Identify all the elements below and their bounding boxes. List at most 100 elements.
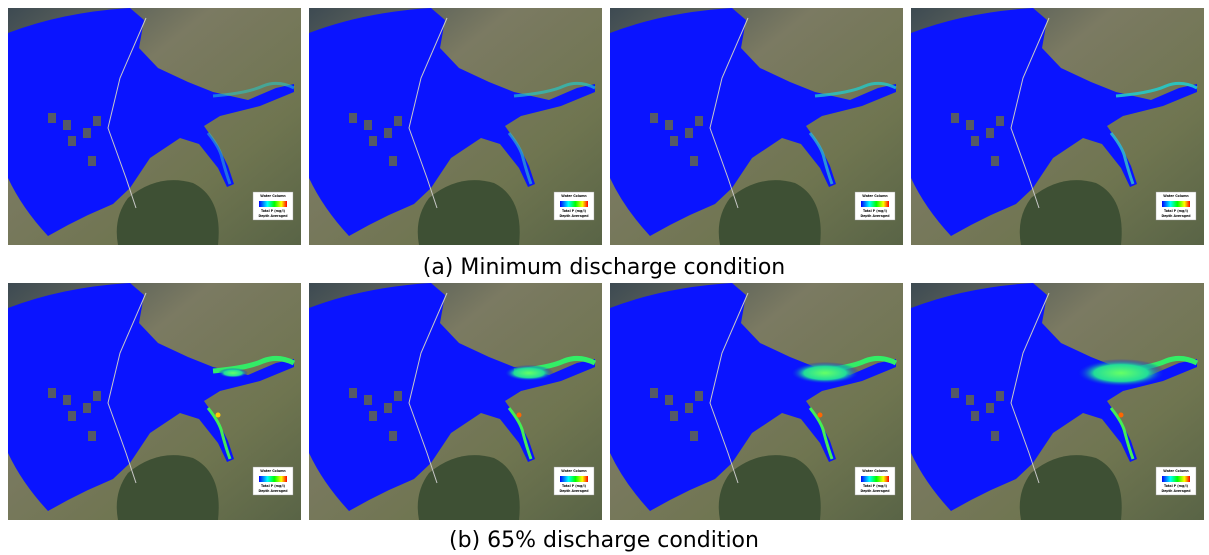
tidal-flat [369, 136, 377, 146]
legend-scale [1162, 476, 1190, 482]
tidal-flat [685, 128, 693, 138]
legend-subtitle: Total P (mg/l) [863, 209, 888, 213]
tidal-flat [966, 395, 974, 405]
legend-title: Water Column [561, 194, 587, 198]
figure: (a) Minimum discharge condition (b) 65% … [0, 0, 1209, 555]
map-panel: Water Column Total P (mg/l)Depth Averaged [8, 283, 301, 520]
tidal-flat [88, 156, 96, 166]
tidal-flat [394, 116, 402, 126]
legend-note: Depth Averaged [258, 489, 288, 493]
tidal-flat [971, 136, 979, 146]
tidal-flat [369, 411, 377, 421]
legend-note: Depth Averaged [559, 489, 589, 493]
tidal-flat [991, 156, 999, 166]
map-panel: Water Column Total P (mg/l)Depth Averaged [309, 283, 602, 520]
legend-title: Water Column [260, 194, 286, 198]
tidal-flat [966, 120, 974, 130]
tidal-flat [364, 120, 372, 130]
tidal-flat [93, 116, 101, 126]
tidal-flat [695, 391, 703, 401]
tidal-flat [88, 431, 96, 441]
legend-subtitle: Total P (mg/l) [562, 209, 587, 213]
legend-subtitle: Total P (mg/l) [261, 209, 286, 213]
legend: Water Column Total P (mg/l)Depth Averaged [855, 467, 895, 495]
plume-spread [790, 362, 860, 384]
tidal-flat [670, 411, 678, 421]
tidal-flat [665, 395, 673, 405]
tidal-flat [690, 156, 698, 166]
plume-hotspot [1119, 413, 1124, 418]
legend-subtitle: Total P (mg/l) [562, 484, 587, 488]
legend: Water ColumnTotal P (mg/l)Depth Averaged [1156, 192, 1196, 220]
tidal-flat [665, 120, 673, 130]
legend-subtitle: Total P (mg/l) [863, 484, 888, 488]
legend: Water Column Total P (mg/l)Depth Averaged [554, 192, 594, 220]
legend: Water Column Total P (mg/l)Depth Averaged [253, 467, 293, 495]
plume-hotspot [818, 413, 823, 418]
legend-note: Depth Averaged [258, 214, 288, 218]
legend-scale [259, 476, 287, 482]
tidal-flat [986, 128, 994, 138]
map-panel: Water Column Total P (mg/l)Depth Averaged [8, 8, 301, 245]
tidal-flat [68, 411, 76, 421]
tidal-flat [650, 113, 658, 123]
legend-note: Depth Averaged [860, 214, 890, 218]
tidal-flat [394, 391, 402, 401]
tidal-flat [384, 128, 392, 138]
legend-scale [861, 201, 889, 207]
legend-scale [259, 201, 287, 207]
tidal-flat [364, 395, 372, 405]
legend-title: Water Column [1163, 194, 1189, 198]
tidal-flat [349, 388, 357, 398]
tidal-flat [93, 391, 101, 401]
tidal-flat [996, 391, 1004, 401]
legend: Water Column Total P (mg/l)Depth Averaged [253, 192, 293, 220]
tidal-flat [48, 113, 56, 123]
tidal-flat [695, 116, 703, 126]
tidal-flat [63, 120, 71, 130]
legend-note: Depth Averaged [559, 214, 589, 218]
tidal-flat [349, 113, 357, 123]
map-panel: Water Column Total P (mg/l)Depth Averaged [309, 8, 602, 245]
tidal-flat [389, 156, 397, 166]
plume-spread [218, 368, 248, 378]
legend-title: Water Column [862, 469, 888, 473]
map-panel: Water Column Total P (mg/l)Depth Averaged [610, 283, 903, 520]
caption: (b) 65% discharge condition [449, 528, 759, 553]
plume-spread [504, 365, 554, 381]
legend-title: Water Column [561, 469, 587, 473]
legend-subtitle: Total P (mg/l) [261, 484, 286, 488]
legend: Water Column Total P (mg/l)Depth Averaged [855, 192, 895, 220]
legend-scale [560, 476, 588, 482]
legend-subtitle: Total P (mg/l) [1164, 484, 1189, 488]
plume-hotspot [216, 413, 221, 418]
tidal-flat [951, 113, 959, 123]
legend-note: Depth Averaged [860, 489, 890, 493]
legend-title: Water Column [260, 469, 286, 473]
tidal-flat [384, 403, 392, 413]
tidal-flat [48, 388, 56, 398]
tidal-flat [83, 128, 91, 138]
legend: Water Column Total P (mg/l)Depth Averaged [554, 467, 594, 495]
legend-scale [560, 201, 588, 207]
legend: Water ColumnTotal P (mg/l)Depth Averaged [1156, 467, 1196, 495]
tidal-flat [991, 431, 999, 441]
tidal-flat [971, 411, 979, 421]
legend-scale [861, 476, 889, 482]
map-panel: Water Column Total P (mg/l)Depth Averaged [610, 8, 903, 245]
tidal-flat [690, 431, 698, 441]
plume-hotspot [517, 413, 522, 418]
plume-spread [1076, 359, 1166, 387]
legend-note: Depth Averaged [1161, 214, 1191, 218]
tidal-flat [986, 403, 994, 413]
tidal-flat [83, 403, 91, 413]
legend-note: Depth Averaged [1161, 489, 1191, 493]
legend-title: Water Column [862, 194, 888, 198]
caption: (a) Minimum discharge condition [423, 255, 786, 280]
tidal-flat [685, 403, 693, 413]
legend-scale [1162, 201, 1190, 207]
tidal-flat [650, 388, 658, 398]
tidal-flat [68, 136, 76, 146]
